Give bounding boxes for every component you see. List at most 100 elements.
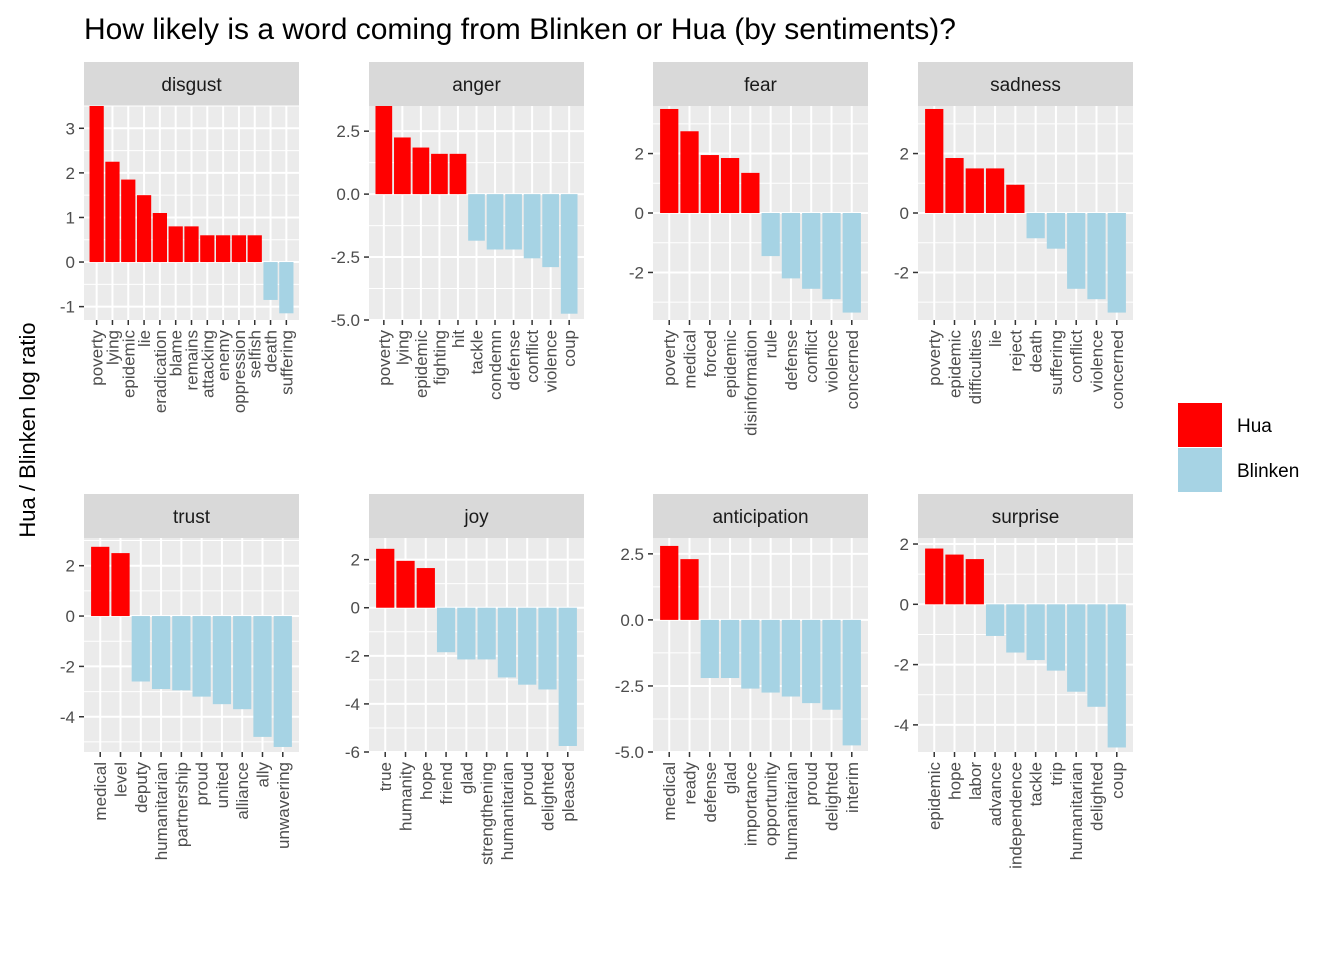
x-tick-label: level bbox=[112, 762, 131, 797]
bar-enemy bbox=[216, 235, 231, 263]
x-tick-label: delighted bbox=[1087, 762, 1106, 831]
x-tick-label: ally bbox=[253, 762, 272, 788]
facet-strip bbox=[918, 494, 1133, 538]
bar-condemn bbox=[486, 194, 504, 250]
bar-blame bbox=[168, 226, 183, 263]
y-tick-label: 1 bbox=[66, 208, 75, 227]
bar-rule bbox=[761, 213, 780, 257]
x-tick-label: importance bbox=[741, 762, 760, 846]
bar-labor bbox=[965, 559, 984, 605]
y-tick-label: 2.5 bbox=[620, 545, 644, 564]
x-tick-label: opportunity bbox=[762, 762, 781, 847]
x-tick-label: defense bbox=[505, 330, 524, 391]
x-tick-label: friend bbox=[437, 762, 456, 805]
bar-defense bbox=[505, 194, 522, 250]
y-tick-label: 0 bbox=[351, 599, 360, 618]
bar-epidemic bbox=[945, 158, 964, 213]
bar-coup bbox=[1107, 604, 1126, 748]
bar-conflict bbox=[1067, 213, 1086, 289]
bar-trip bbox=[1046, 604, 1066, 671]
bar-poverty bbox=[375, 106, 393, 195]
x-tick-label: hope bbox=[946, 762, 965, 800]
x-tick-label: interim bbox=[843, 762, 862, 813]
bar-selfish bbox=[247, 235, 262, 263]
x-tick-label: lie bbox=[986, 330, 1005, 347]
facet-strip-label: fear bbox=[744, 75, 777, 96]
x-tick-label: attacking bbox=[198, 330, 217, 398]
y-tick-label: 0 bbox=[900, 595, 909, 614]
x-tick-label: eradication bbox=[151, 330, 170, 413]
y-tick-label: -2 bbox=[894, 263, 909, 282]
bar-delighted bbox=[1087, 604, 1106, 707]
facet-panel-surprise: surprise -4 -2 0 2 epidemic hope labor advance in… bbox=[894, 494, 1133, 869]
x-tick-label: epidemic bbox=[946, 330, 965, 399]
bar-pleased bbox=[558, 607, 577, 746]
x-tick-label: enemy bbox=[214, 330, 233, 382]
y-tick-label: -2 bbox=[629, 263, 644, 282]
legend-label: Blinken bbox=[1237, 461, 1299, 482]
bar-poverty bbox=[925, 108, 944, 213]
x-tick-label: delighted bbox=[538, 762, 557, 831]
x-tick-label: tackle bbox=[468, 330, 487, 374]
facet-panel-trust: trust -4 -2 0 2 medical level deputy humanitaria… bbox=[60, 494, 299, 860]
y-tick-label: 0 bbox=[635, 204, 644, 223]
x-tick-label: violence bbox=[822, 330, 841, 392]
x-tick-label: unwavering bbox=[274, 762, 293, 849]
x-tick-label: humanitarian bbox=[498, 762, 517, 860]
facet-strip-label: surprise bbox=[992, 507, 1060, 528]
bar-unwavering bbox=[273, 616, 292, 747]
y-tick-label: -2 bbox=[345, 647, 360, 666]
legend-key-hua bbox=[1178, 403, 1222, 447]
bar-hit bbox=[449, 153, 467, 195]
bar-epidemic bbox=[720, 158, 740, 213]
x-tick-label: poverty bbox=[375, 330, 394, 386]
bar-defense bbox=[700, 619, 719, 679]
x-tick-label: epidemic bbox=[721, 330, 740, 399]
x-tick-label: labor bbox=[966, 762, 985, 800]
x-tick-label: death bbox=[1027, 330, 1046, 373]
x-tick-label: alliance bbox=[233, 762, 252, 820]
x-tick-label: conflict bbox=[523, 330, 542, 383]
bar-difficulties bbox=[965, 168, 984, 213]
x-tick-label: conflict bbox=[1067, 330, 1086, 383]
y-tick-label: 0 bbox=[66, 253, 75, 272]
y-tick-label: 3 bbox=[66, 119, 75, 138]
facet-panel-sadness: sadness -2 0 2 poverty epidemic difficulties li… bbox=[894, 62, 1133, 409]
x-tick-label: selfish bbox=[246, 330, 265, 378]
x-tick-label: poverty bbox=[660, 330, 679, 386]
bar-oppression bbox=[231, 235, 247, 263]
bar-epidemic bbox=[925, 548, 944, 605]
x-tick-label: true bbox=[376, 762, 395, 791]
bar-humanitarian bbox=[497, 607, 517, 678]
bar-remains bbox=[184, 226, 199, 263]
x-tick-label: disinformation bbox=[741, 330, 760, 436]
bar-hope bbox=[945, 554, 964, 605]
y-tick-label: 2 bbox=[900, 535, 909, 554]
x-tick-label: lie bbox=[135, 330, 154, 347]
y-tick-label: 0.0 bbox=[620, 611, 644, 630]
x-tick-label: difficulties bbox=[966, 330, 985, 404]
bar-opportunity bbox=[761, 619, 780, 693]
facet-strip bbox=[653, 62, 868, 106]
bar-alliance bbox=[233, 616, 252, 710]
bar-reject bbox=[1006, 184, 1025, 213]
bar-hope bbox=[416, 568, 435, 608]
x-tick-label: glad bbox=[721, 762, 740, 794]
y-tick-label: -1 bbox=[60, 298, 75, 317]
x-tick-label: reject bbox=[1006, 330, 1025, 372]
bar-concerned bbox=[1107, 213, 1126, 313]
bar-attacking bbox=[200, 235, 215, 263]
x-tick-label: tackle bbox=[1027, 762, 1046, 806]
bar-epidemic bbox=[121, 179, 136, 263]
bar-humanitarian bbox=[151, 616, 171, 690]
legend-label: Hua bbox=[1237, 416, 1272, 437]
y-tick-label: 0 bbox=[66, 607, 75, 626]
bar-poverty bbox=[660, 108, 679, 213]
bar-violence bbox=[542, 194, 559, 268]
y-tick-label: -4 bbox=[345, 695, 360, 714]
bar-concerned bbox=[842, 213, 861, 313]
bar-delighted bbox=[538, 607, 557, 690]
bar-friend bbox=[436, 607, 456, 653]
bar-poverty bbox=[89, 106, 104, 263]
chart-title: How likely is a word coming from Blinken… bbox=[84, 13, 956, 46]
